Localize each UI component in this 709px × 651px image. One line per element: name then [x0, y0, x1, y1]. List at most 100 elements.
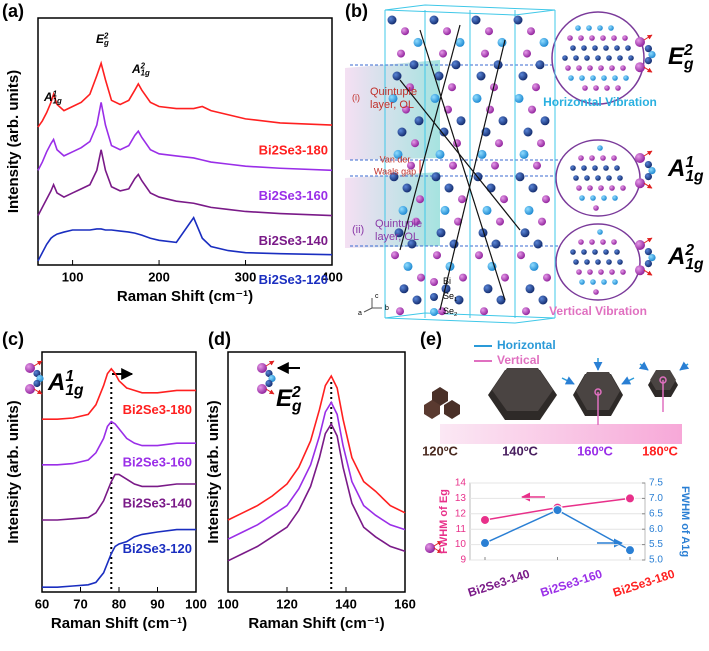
vibration-arrow [643, 269, 653, 276]
spectrum [37, 149, 333, 217]
atom [573, 175, 579, 181]
gap-label: Waals gap [374, 166, 416, 176]
legend-label-base: Bi [443, 276, 451, 286]
mode-label-sub: g [291, 398, 302, 415]
atom [472, 93, 482, 103]
bond-path [399, 79, 521, 231]
atom [25, 363, 35, 373]
atom [435, 149, 445, 159]
series-label: Bi2Se3-120 [123, 541, 192, 556]
atom [615, 85, 621, 91]
x-tick-label: 120 [276, 596, 298, 611]
layer-name: layer, OL [370, 99, 414, 111]
mode-label-sub: 1g [685, 256, 704, 273]
peak-label: A1 1g [43, 90, 62, 106]
legend-label: Bi [443, 276, 451, 286]
atom [593, 85, 599, 91]
vibration-arrow [33, 360, 43, 367]
atom [440, 205, 450, 215]
vibration-label: Horizontal Vibration [543, 95, 657, 109]
panel-label: (e) [420, 329, 442, 349]
atom [449, 161, 457, 170]
mode-label: A1 1g [47, 368, 84, 399]
peak-label-sub: 1g [141, 69, 150, 78]
y2-axis-label: FWHM of A1g [679, 486, 691, 557]
vertical-marker [659, 376, 667, 384]
atom [477, 149, 487, 159]
atom [562, 55, 568, 61]
bond-path [419, 29, 506, 301]
atom [388, 93, 398, 103]
atom [644, 45, 653, 53]
horizontal-arrow [638, 361, 649, 371]
legend-label-base: Se [443, 291, 454, 301]
atom [398, 205, 408, 215]
vibration-arrow [643, 237, 653, 244]
atom [600, 35, 606, 41]
x-tick-label: 300 [235, 269, 257, 284]
x-tick-label: 60 [35, 596, 49, 611]
y2-tick-label: 5.0 [649, 555, 663, 566]
y-tick-label: 9 [460, 555, 466, 566]
series-label: Bi2Se3-160 [259, 188, 328, 203]
peak-label-sup: 2 [103, 32, 109, 41]
atom [567, 35, 573, 41]
vibration-arrow [643, 150, 653, 157]
vibration-label: Vertical Vibration [549, 304, 647, 318]
temperature-label: 140ºC [502, 443, 538, 458]
cell-edge [384, 312, 556, 324]
x-tick-label: 100 [217, 596, 239, 611]
legend-label: Se1 [443, 291, 457, 302]
atom [501, 273, 509, 282]
atom [644, 260, 653, 268]
panel-label: (b) [345, 1, 368, 21]
spectrum [42, 420, 196, 466]
y2-tick-label: 6.5 [649, 508, 663, 519]
atom [617, 55, 623, 61]
gap-label: Van der [380, 154, 411, 164]
cell-edge [384, 4, 556, 16]
atom [518, 71, 528, 81]
spectrum [42, 473, 196, 521]
mode-label-sub: g [683, 56, 694, 73]
spectrum [227, 400, 406, 540]
atom [443, 27, 451, 36]
atom [394, 228, 404, 238]
plot-frame [469, 482, 646, 561]
peak-label-sub: 1g [53, 97, 62, 106]
atom [597, 229, 603, 235]
atom [520, 228, 530, 238]
atom [609, 65, 615, 71]
atom [257, 384, 267, 394]
atom [439, 127, 449, 137]
plot-frame [227, 351, 406, 593]
atom [593, 205, 599, 211]
atom [257, 363, 267, 373]
atom [587, 185, 593, 191]
atom [399, 284, 409, 294]
series-label: Bi2Se3-140 [259, 233, 328, 248]
atom [476, 71, 486, 81]
temperature-bar [440, 424, 682, 444]
atom [570, 45, 576, 51]
vibration-arrow [643, 34, 653, 41]
atom [396, 307, 404, 316]
atom [573, 55, 579, 61]
atom [584, 259, 590, 265]
atom [581, 45, 587, 51]
atom [581, 249, 587, 255]
x-tick-label: 80 [112, 596, 126, 611]
atom [514, 93, 524, 103]
atom [537, 139, 545, 148]
atom [478, 228, 488, 238]
vibration-arrow [265, 388, 275, 395]
atom [414, 116, 424, 126]
vertical-marker [594, 388, 602, 396]
atom [448, 83, 456, 92]
series-label: Bi2Se3-160 [123, 455, 192, 470]
atom [417, 273, 425, 282]
atom [393, 149, 403, 159]
vibration-arrow [265, 360, 275, 367]
atom [498, 116, 508, 126]
atom [604, 85, 610, 91]
